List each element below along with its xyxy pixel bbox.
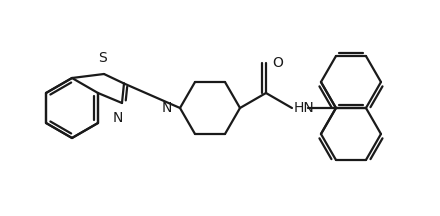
Text: N: N (113, 111, 123, 125)
Text: N: N (161, 101, 172, 115)
Text: O: O (272, 56, 283, 70)
Text: S: S (98, 51, 106, 65)
Text: HN: HN (294, 101, 315, 115)
